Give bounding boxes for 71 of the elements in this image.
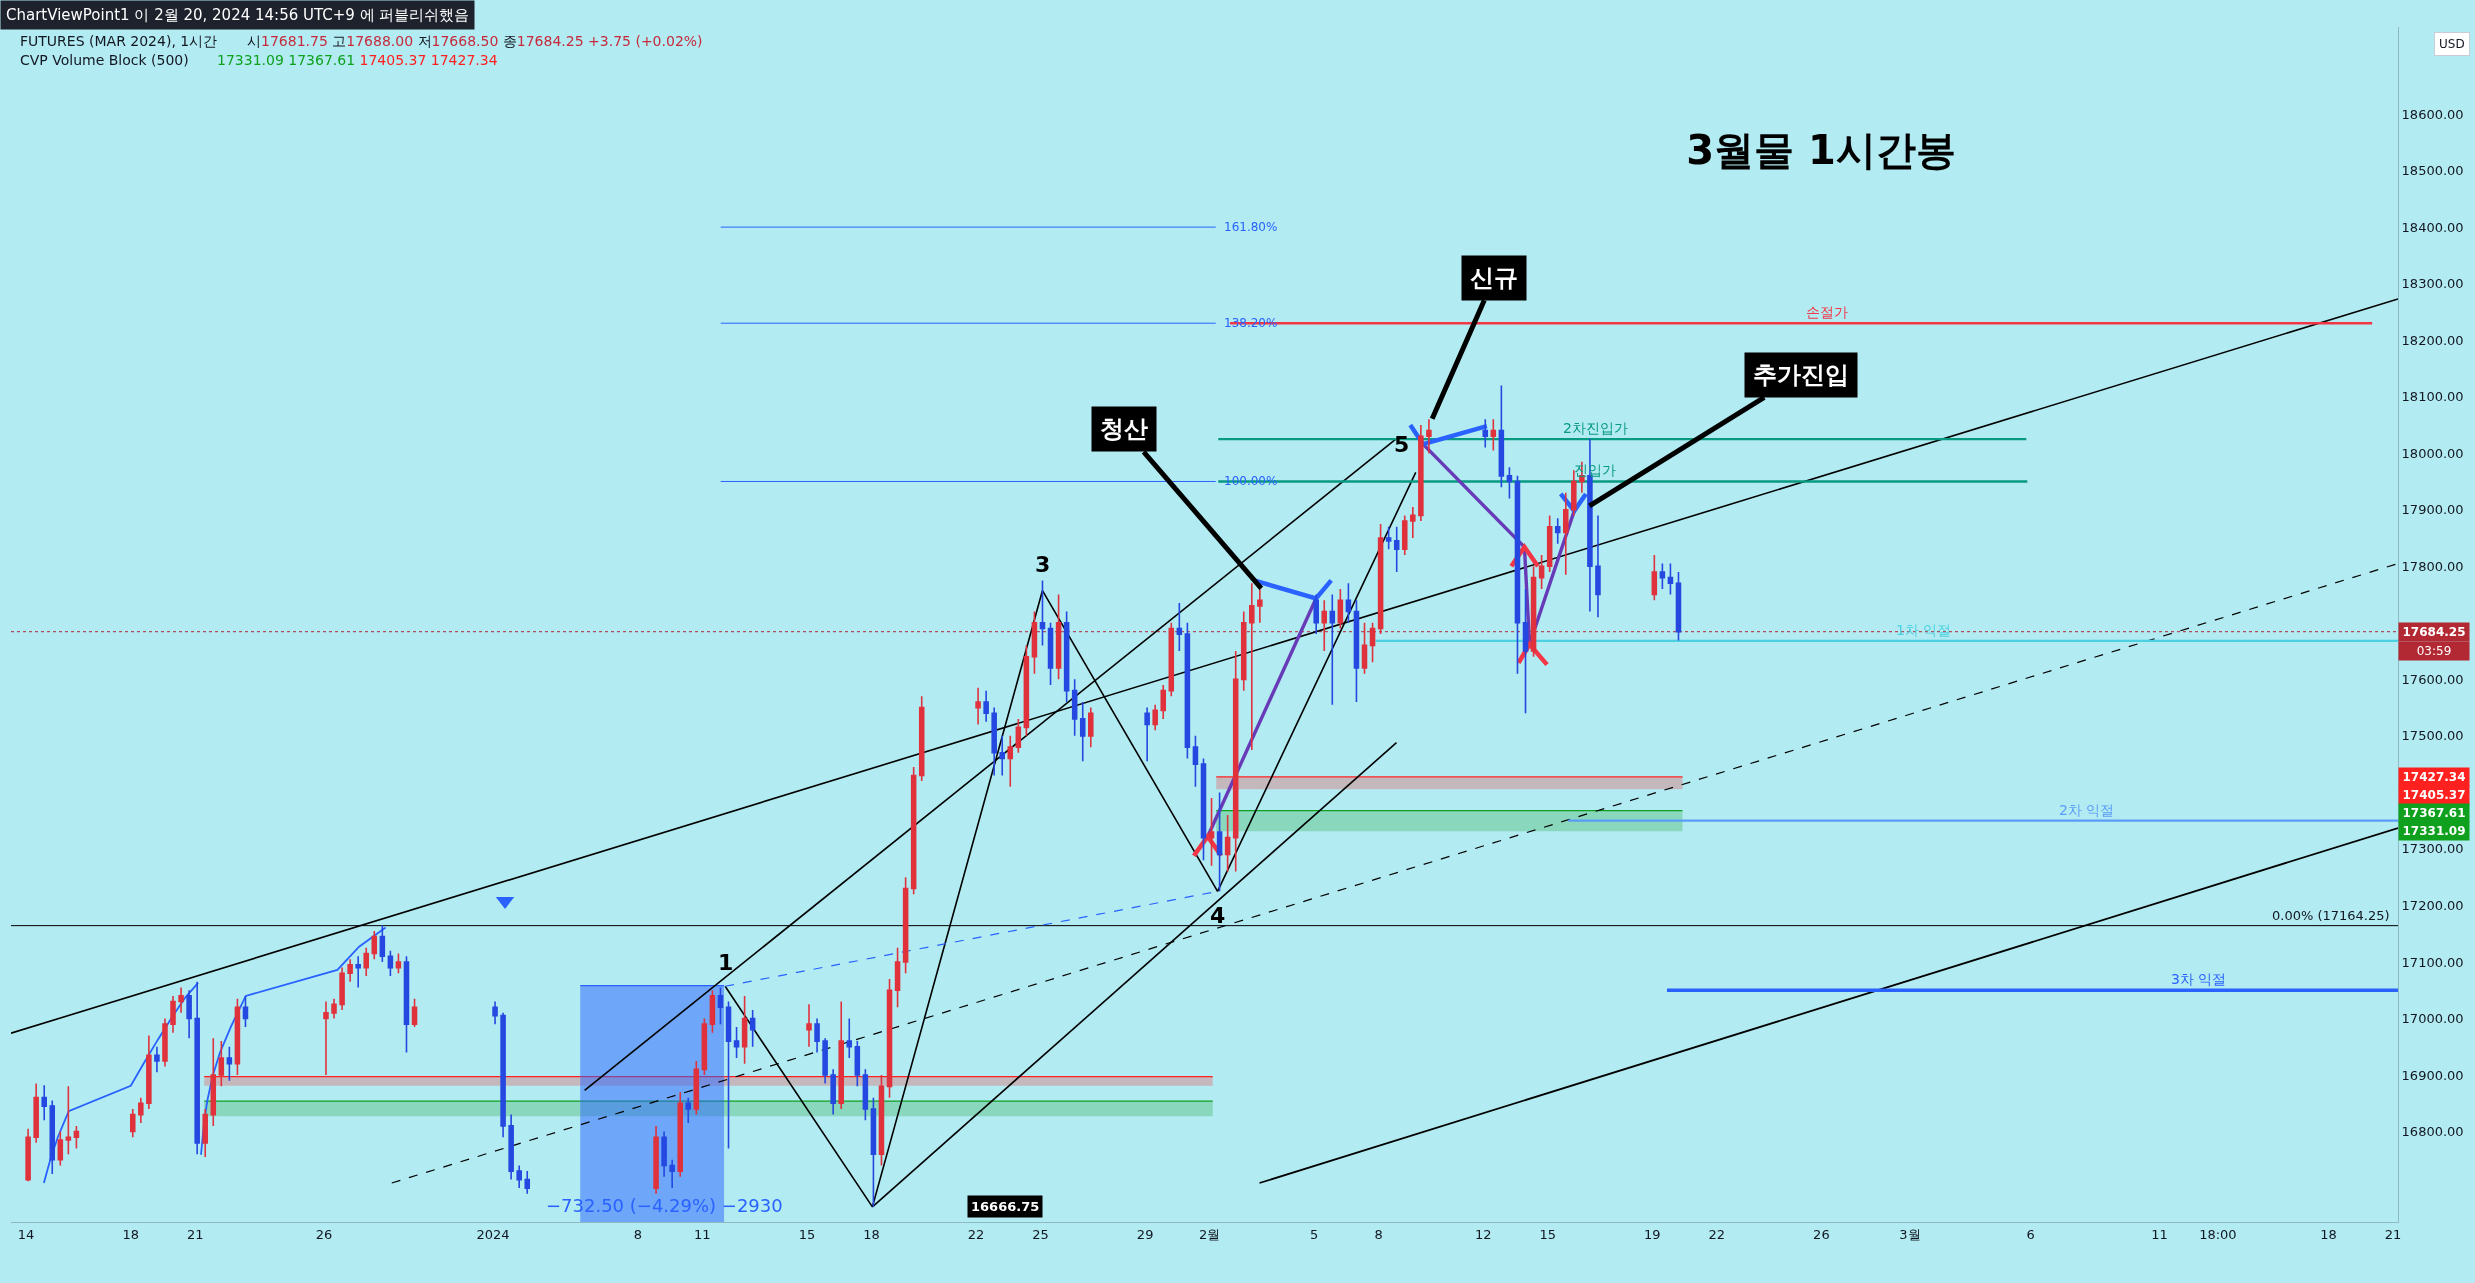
x-tick-label: 19 [1644, 1226, 1661, 1242]
x-tick-label: 18 [2320, 1226, 2337, 1242]
annotation: 16666.75 [971, 1199, 1040, 1214]
x-tick-label: 18 [122, 1226, 140, 1242]
text: 17331.09 [2402, 824, 2466, 838]
y-tick-label: 18300.00 [2401, 276, 2464, 292]
annotation: CVP Volume Block (500) [20, 52, 189, 68]
y-tick-label: 18200.00 [2401, 332, 2464, 348]
y-tick-label: 17200.00 [2401, 897, 2464, 913]
annotation: 5 [1394, 432, 1410, 457]
x-tick-label: 6 [2026, 1226, 2035, 1242]
y-tick-label: 18600.00 [2401, 106, 2464, 122]
text: 3월물 1시간봉 [1686, 127, 1956, 173]
x-tick-label: 22 [967, 1226, 985, 1242]
annotation: 161.80% [1224, 220, 1278, 234]
annotation: 추가진입 [1753, 361, 1849, 389]
x-tick-label: 2월 [1198, 1226, 1221, 1242]
x-tick-label: 15 [798, 1226, 816, 1242]
annotation: FUTURES (MAR 2024), 1시간 [20, 33, 218, 49]
text: ChartViewPoint1 이 2월 20, 2024 14:56 UTC+9 에 퍼블리쉬했음 [6, 6, 470, 24]
x-tick-label: 21 [186, 1226, 204, 1242]
y-tick-label: 17100.00 [2401, 954, 2464, 970]
text: USD [2439, 37, 2465, 51]
x-tick-label: 11 [2151, 1226, 2168, 1242]
text: 03:59 [2416, 644, 2452, 658]
x-tick-label: 18:00 [2199, 1226, 2237, 1242]
text: 17367.61 [2402, 806, 2466, 820]
y-tick-label: 17900.00 [2401, 502, 2464, 518]
x-tick-label: 21 [2384, 1226, 2402, 1242]
x-tick-label: 14 [17, 1226, 35, 1242]
annotation: 손절가 [1806, 304, 1848, 320]
annotation: 청산 [1100, 415, 1148, 443]
ref-line-label: 17684.25 [2402, 625, 2466, 639]
annotation: 2차 익절 [2059, 802, 2115, 818]
x-tick-label: 25 [1032, 1226, 1049, 1242]
y-tick-label: 16900.00 [2401, 1067, 2464, 1083]
y-tick-label: 18500.00 [2401, 163, 2464, 179]
x-tick-label: 2024 [476, 1226, 510, 1242]
text: 17427.34 [2402, 770, 2466, 784]
annotation: 3 [1035, 552, 1051, 577]
annotation: 신규 [1470, 264, 1518, 292]
x-tick-label: 29 [1136, 1226, 1154, 1242]
x-tick-label: 5 [1310, 1226, 1319, 1242]
x-tick-label: 22 [1708, 1226, 1725, 1242]
annotation: 17331.09 17367.61 17405.37 17427.34 [217, 52, 498, 68]
x-tick-label: 26 [1813, 1226, 1830, 1242]
x-tick-label: 26 [315, 1226, 333, 1242]
annotation: 2차진입가 [1563, 420, 1628, 436]
y-tick-label: 17600.00 [2401, 671, 2464, 687]
text: 시17681.75 고17688.00 저17668.50 종17684.25 +3.75 (+0.02%) [247, 33, 703, 49]
x-tick-label: 11 [694, 1226, 711, 1242]
y-tick-label: 17300.00 [2401, 841, 2464, 857]
annotation: 1 [718, 950, 734, 975]
annotation: 1차 익절 [1896, 622, 1952, 638]
y-tick-label: 17000.00 [2401, 1011, 2464, 1027]
annotation: 4 [1210, 903, 1226, 928]
x-tick-label: 12 [1474, 1226, 1492, 1242]
x-tick-label: 15 [1539, 1226, 1556, 1242]
y-tick-label: 18100.00 [2401, 389, 2464, 405]
y-tick-label: 17800.00 [2401, 558, 2464, 574]
x-tick-label: 18 [863, 1226, 880, 1242]
x-tick-label: 8 [633, 1226, 643, 1242]
y-tick-label: 18000.00 [2401, 445, 2464, 461]
y-tick-label: 17500.00 [2401, 728, 2464, 744]
ref-line-label: 0.00% (17164.25) [2272, 908, 2390, 923]
annotation: 3차 익절 [2171, 971, 2227, 987]
x-tick-label: 3월 [1899, 1226, 1921, 1242]
x-tick-label: 8 [1374, 1226, 1383, 1242]
text: 17405.37 [2402, 788, 2466, 802]
y-tick-label: 18400.00 [2401, 219, 2464, 235]
y-tick-label: 16800.00 [2401, 1124, 2464, 1140]
